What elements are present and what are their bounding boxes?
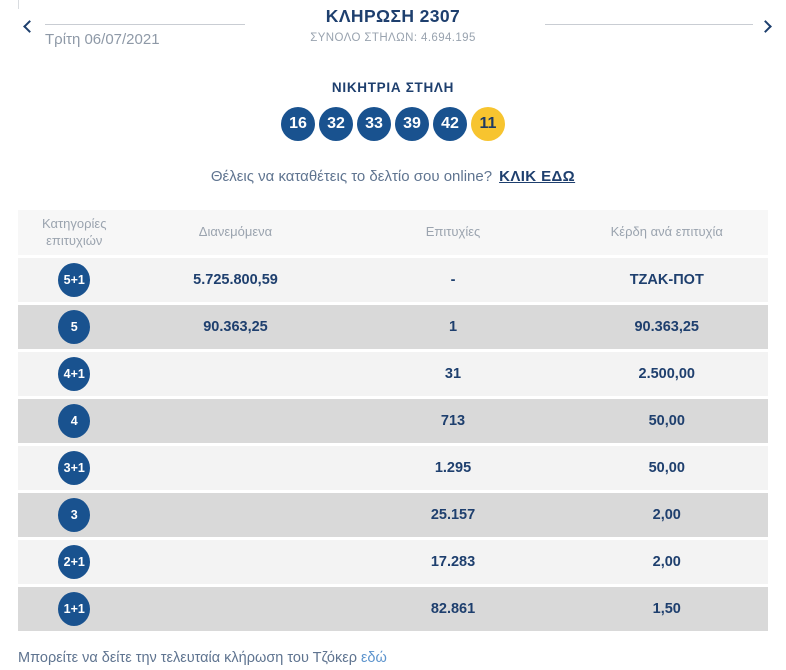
table-row: 4+1 31 2.500,00 <box>18 352 768 396</box>
wins-value: 82.861 <box>430 601 476 617</box>
footer-text: Μπορείτε να δείτε την τελευταία κλήρωση … <box>18 650 357 666</box>
table-row: 3 25.157 2,00 <box>18 493 768 537</box>
page-edge-divider <box>18 0 19 9</box>
draw-header: Τρίτη 06/07/2021 ΚΛΗΡΩΣΗ 2307 ΣΥΝΟΛΟ ΣΤΗ… <box>0 0 786 56</box>
next-draw-button[interactable] <box>754 15 776 37</box>
prize-value: 50,00 <box>648 460 685 476</box>
winning-number-ball: 42 <box>433 107 467 141</box>
wins-value: 1.295 <box>434 460 472 476</box>
wins-value: 713 <box>440 413 466 429</box>
winning-numbers: 16 32 33 39 42 11 <box>0 107 786 141</box>
page-title: ΚΛΗΡΩΣΗ 2307 <box>325 6 461 26</box>
header-divider-left <box>45 24 245 25</box>
draw-date: Τρίτη 06/07/2021 <box>45 31 160 48</box>
wins-value: 25.157 <box>430 507 476 523</box>
table-row: 2+1 17.283 2,00 <box>18 540 768 584</box>
prize-table: Κατηγορίες επιτυχιών Διανεμόμενα Επιτυχί… <box>18 210 768 631</box>
table-row: 5 90.363,25 1 90.363,25 <box>18 305 768 349</box>
winning-number: 33 <box>365 115 383 132</box>
prize-value: 2,00 <box>652 507 681 523</box>
prize-value: 90.363,25 <box>634 319 699 335</box>
table-row: 5+1 5.725.800,59 - ΤΖΑΚ-ΠΟΤ <box>18 258 768 302</box>
prize-value: 1,50 <box>652 601 681 617</box>
category-badge: 5+1 <box>58 263 91 297</box>
wins-value: 1 <box>448 319 458 335</box>
winning-column-heading: ΝΙΚΗΤΡΙΑ ΣΤΗΛΗ <box>331 80 455 95</box>
prize-table-header: Κατηγορίες επιτυχιών Διανεμόμενα Επιτυχί… <box>18 210 768 255</box>
category-badge: 4 <box>58 404 91 438</box>
prize-value: 2,00 <box>652 554 681 570</box>
category-badge: 4+1 <box>58 357 91 391</box>
winning-number: 42 <box>441 115 459 132</box>
winning-number-ball: 39 <box>395 107 429 141</box>
winning-number-ball: 32 <box>319 107 353 141</box>
column-header-wins: Επιτυχίες <box>425 224 481 240</box>
prize-value: 50,00 <box>648 413 685 429</box>
chevron-right-icon <box>758 19 772 33</box>
column-header-distributed: Διανεμόμενα <box>198 224 273 240</box>
winning-number: 39 <box>403 115 421 132</box>
joker-number: 11 <box>479 115 497 132</box>
prize-value: ΤΖΑΚ-ΠΟΤ <box>629 272 704 288</box>
here-link[interactable]: εδώ <box>360 650 387 666</box>
prize-value: 2.500,00 <box>638 366 695 382</box>
table-row: 3+1 1.295 50,00 <box>18 446 768 490</box>
wins-value: 17.283 <box>430 554 476 570</box>
winning-number-ball: 33 <box>357 107 391 141</box>
category-badge: 3 <box>58 498 91 532</box>
winning-number: 32 <box>327 115 345 132</box>
table-row: 4 713 50,00 <box>18 399 768 443</box>
category-badge: 3+1 <box>58 451 91 485</box>
distributed-value: 90.363,25 <box>203 319 268 335</box>
column-header-categories: Κατηγορίες επιτυχιών <box>42 215 107 248</box>
click-here-link[interactable]: ΚΛΙΚ ΕΔΩ <box>499 168 576 185</box>
joker-number-ball: 11 <box>471 107 505 141</box>
table-row: 1+1 82.861 1,50 <box>18 587 768 631</box>
total-columns-label: ΣΥΝΟΛΟ ΣΤΗΛΩΝ: 4.694.195 <box>310 32 476 44</box>
category-badge: 2+1 <box>58 545 91 579</box>
online-cta: Θέλεις να καταθέτεις το δελτίο σου onlin… <box>0 168 786 185</box>
wins-value: - <box>450 272 456 288</box>
winning-number-ball: 16 <box>281 107 315 141</box>
header-divider-right <box>545 24 753 25</box>
wins-value: 31 <box>444 366 462 382</box>
draw-title-block: ΚΛΗΡΩΣΗ 2307 ΣΥΝΟΛΟ ΣΤΗΛΩΝ: 4.694.195 <box>0 6 786 44</box>
last-draw-footer: Μπορείτε να δείτε την τελευταία κλήρωση … <box>18 650 768 666</box>
category-badge: 1+1 <box>58 592 91 626</box>
distributed-value: 5.725.800,59 <box>193 272 278 288</box>
column-header-prize: Κέρδη ανά επιτυχία <box>610 224 723 240</box>
winning-number: 16 <box>289 115 307 132</box>
online-cta-text: Θέλεις να καταθέτεις το δελτίο σου onlin… <box>210 168 493 185</box>
category-badge: 5 <box>58 310 91 344</box>
